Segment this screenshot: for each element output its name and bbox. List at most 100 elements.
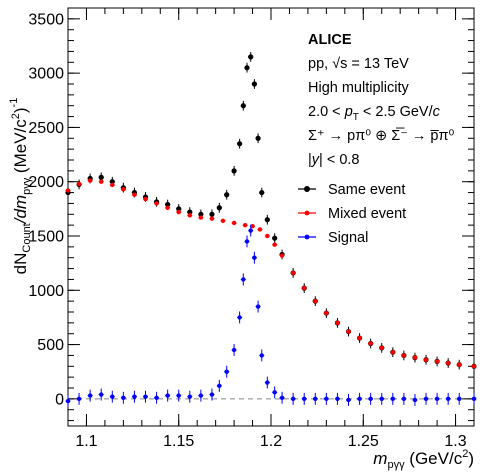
x-tick-label: 1.15 — [163, 433, 194, 450]
data-point — [109, 179, 115, 185]
data-point — [290, 270, 296, 276]
x-axis-title-unit-sup: 2 — [462, 448, 468, 460]
y-axis-title-sub2: pγγ — [21, 177, 33, 195]
data-point — [244, 239, 250, 244]
series-mixed-event — [65, 178, 477, 369]
data-point — [313, 298, 318, 304]
data-point — [255, 135, 261, 141]
data-point — [272, 242, 277, 247]
data-point — [412, 355, 418, 360]
x-axis-title-unit-end: ) — [468, 449, 474, 468]
y-axis-title-unit-sup: 2 — [10, 113, 22, 119]
data-point — [209, 216, 215, 221]
data-point — [335, 396, 340, 402]
data-point — [357, 396, 362, 402]
data-point — [401, 396, 407, 402]
data-point — [302, 285, 307, 291]
rapidity-post: | < 0.8 — [319, 152, 359, 168]
pt-range-pre: 2.0 < — [308, 104, 345, 120]
data-point — [99, 179, 104, 184]
pt-range-unit-var: c — [433, 104, 441, 120]
data-point — [259, 189, 265, 196]
data-point — [154, 395, 159, 400]
y-axis-title-exp: -1 — [8, 98, 20, 108]
series-signal — [65, 224, 477, 407]
data-point — [121, 395, 126, 400]
data-point — [264, 217, 270, 223]
x-tick-label: 1.3 — [444, 433, 466, 450]
data-point — [99, 392, 104, 397]
data-point — [198, 393, 204, 398]
data-point — [244, 65, 250, 71]
data-point — [76, 181, 82, 187]
annotation-selection: High multiplicity — [308, 80, 409, 96]
data-point — [217, 383, 222, 389]
x-tick-label: 1.1 — [75, 433, 97, 450]
y-axis-title: dNCount/dmpγγ (MeV/c2)-1 — [8, 98, 33, 275]
y-tick-label: 0 — [55, 391, 64, 408]
x-tick-label: 1.25 — [348, 433, 379, 450]
data-point — [198, 215, 204, 220]
data-point — [471, 364, 477, 369]
y-axis-title-sub1: Count — [21, 223, 33, 252]
data-point — [110, 182, 115, 188]
data-point — [187, 394, 192, 399]
data-point — [242, 222, 248, 228]
data-point — [265, 380, 270, 385]
data-point — [241, 277, 246, 282]
data-point — [259, 353, 264, 358]
legend-marker-mixed-event — [304, 210, 310, 216]
data-point — [132, 192, 137, 197]
axis-ticks: 1.1 1.15 1.2 1.25 1.3 0 500 1000 1500 2000 2500 300… — [28, 7, 475, 450]
pt-range-var: p — [344, 104, 353, 120]
y-tick-label: 3500 — [28, 11, 64, 28]
y-tick-label: 1500 — [28, 229, 64, 246]
legend-item-mixed-event: Mixed event — [298, 206, 406, 222]
data-point — [132, 394, 137, 399]
data-point — [87, 393, 93, 398]
data-point — [457, 362, 462, 367]
data-point — [165, 201, 171, 208]
data-point — [471, 396, 477, 402]
data-point — [187, 209, 193, 215]
data-point — [335, 320, 340, 326]
data-point — [176, 393, 181, 398]
data-point — [65, 188, 71, 193]
data-point — [279, 253, 285, 258]
data-point — [176, 209, 181, 215]
data-point — [121, 187, 126, 192]
legend-marker-same-event — [304, 186, 310, 192]
x-tick-label: 1.2 — [260, 433, 282, 450]
data-point — [272, 235, 278, 241]
data-point — [390, 349, 395, 355]
y-tick-label: 3000 — [28, 66, 64, 83]
legend-label-signal: Signal — [328, 230, 368, 246]
y-tick-label: 1000 — [28, 283, 64, 300]
data-point — [379, 396, 384, 402]
data-point — [248, 54, 254, 60]
data-point — [76, 396, 82, 402]
plot-frame — [67, 7, 475, 427]
data-point — [198, 211, 204, 217]
annotation-experiment: ALICE — [308, 32, 352, 48]
data-point — [98, 174, 104, 180]
rapidity-var: y — [311, 152, 320, 168]
data-point — [216, 205, 222, 211]
pt-range-post: < 2.5 GeV/ — [359, 104, 434, 120]
data-point — [110, 394, 115, 399]
data-point — [154, 201, 159, 206]
data-point — [423, 396, 429, 402]
series-same-event — [65, 51, 477, 372]
data-point — [224, 369, 229, 374]
data-point — [412, 397, 418, 403]
data-point — [65, 398, 71, 404]
data-point — [457, 396, 462, 402]
data-point — [165, 205, 170, 210]
data-point — [250, 224, 255, 229]
rapidity-pre: | — [308, 152, 312, 168]
x-axis-title-main: m — [373, 449, 387, 468]
legend-marker-signal — [304, 234, 310, 240]
data-point — [390, 396, 395, 402]
data-point — [257, 227, 263, 232]
data-point — [423, 357, 429, 362]
